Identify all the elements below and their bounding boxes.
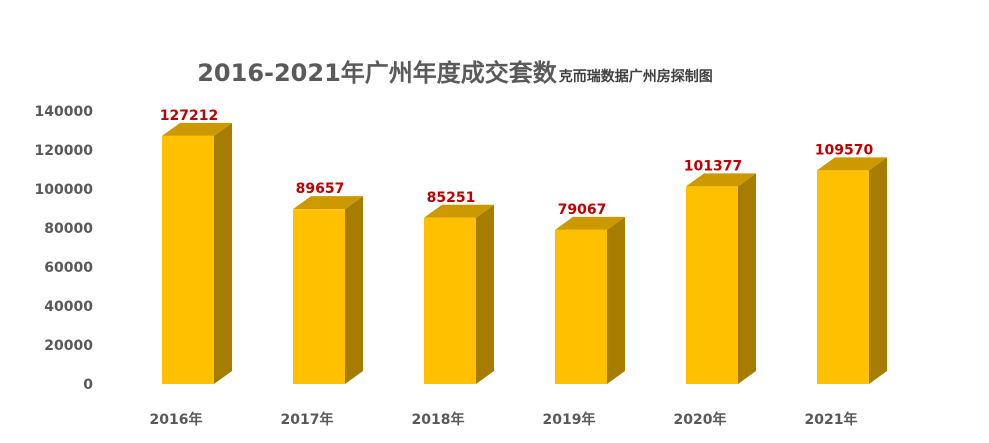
y-tick-label: 40000 — [44, 299, 93, 315]
bar — [555, 216, 625, 384]
y-tick-label: 80000 — [44, 221, 93, 237]
y-tick-label: 140000 — [35, 104, 94, 120]
chart-title-main: 2016-2021年广州年度成交套数 — [197, 59, 558, 87]
bar-side — [476, 204, 494, 384]
bar-front — [817, 170, 869, 384]
bar-top — [424, 204, 494, 218]
bar-front — [424, 217, 476, 384]
bar-front — [686, 186, 738, 384]
y-tick-label: 20000 — [44, 338, 93, 354]
x-tick-label: 2021年 — [805, 411, 858, 428]
y-axis: 0 20000 40000 60000 80000 100000 120000 140000 — [35, 104, 94, 393]
bar-side — [607, 216, 625, 384]
x-tick-label: 2018年 — [412, 411, 465, 428]
bar-side — [869, 157, 887, 384]
data-label: 101377 — [684, 158, 742, 174]
data-label: 89657 — [296, 181, 345, 197]
bar-top — [686, 173, 756, 187]
bar-front — [555, 229, 607, 384]
bar-side — [738, 173, 756, 384]
chart-title-source: 克而瑞数据广州房探制图 — [559, 68, 713, 85]
bar — [424, 204, 494, 384]
bar-top — [817, 157, 887, 171]
bar-side — [345, 196, 363, 384]
y-tick-label: 120000 — [35, 143, 94, 159]
chart-title: 2016-2021年广州年度成交套数 克而瑞数据广州房探制图 — [197, 59, 713, 87]
bar-top — [162, 122, 232, 136]
x-tick-label: 2016年 — [150, 411, 203, 428]
x-tick-label: 2019年 — [543, 411, 596, 428]
x-tick-label: 2020年 — [674, 411, 727, 428]
bar-top — [293, 196, 363, 210]
data-label: 127212 — [160, 108, 218, 124]
x-axis: 2016年 2017年 2018年 2019年 2020年 2021年 — [150, 411, 858, 428]
bar — [686, 173, 756, 384]
bar — [162, 122, 232, 385]
x-tick-label: 2017年 — [281, 411, 334, 428]
bar-front — [293, 209, 345, 384]
bar-top — [555, 216, 625, 230]
bar — [293, 196, 363, 384]
data-label: 79067 — [558, 202, 607, 218]
data-labels: 127212 89657 85251 79067 101377 109570 — [160, 108, 874, 218]
data-label: 85251 — [427, 190, 476, 206]
y-tick-label: 60000 — [44, 260, 93, 276]
bar-front — [162, 135, 214, 384]
bar — [817, 157, 887, 384]
data-label: 109570 — [815, 142, 874, 158]
bar-side — [214, 122, 232, 385]
y-tick-label: 100000 — [35, 182, 94, 198]
bars — [162, 122, 887, 385]
y-tick-label: 0 — [83, 377, 93, 393]
